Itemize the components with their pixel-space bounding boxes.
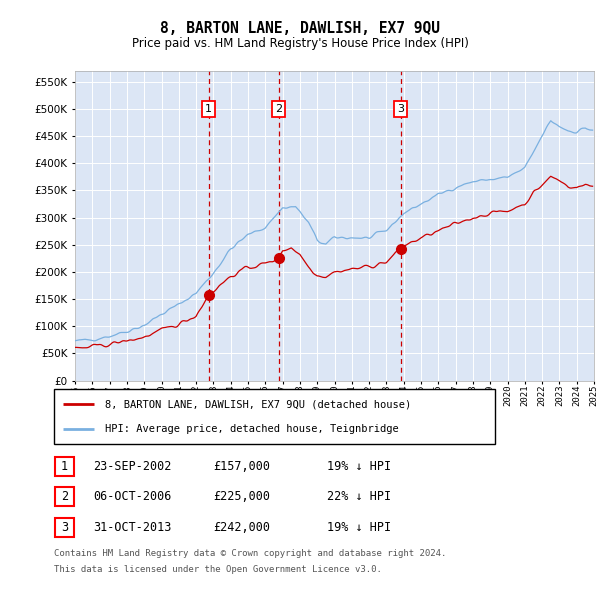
Text: 3: 3 [61,521,68,534]
Text: £157,000: £157,000 [213,460,270,473]
Text: 2: 2 [275,104,282,114]
Text: 06-OCT-2006: 06-OCT-2006 [93,490,172,503]
Text: 8, BARTON LANE, DAWLISH, EX7 9QU (detached house): 8, BARTON LANE, DAWLISH, EX7 9QU (detach… [105,399,411,409]
Text: 1: 1 [205,104,212,114]
Text: 2: 2 [61,490,68,503]
Text: Contains HM Land Registry data © Crown copyright and database right 2024.: Contains HM Land Registry data © Crown c… [54,549,446,558]
Text: 3: 3 [397,104,404,114]
Text: This data is licensed under the Open Government Licence v3.0.: This data is licensed under the Open Gov… [54,565,382,574]
Text: 19% ↓ HPI: 19% ↓ HPI [327,460,391,473]
Text: 22% ↓ HPI: 22% ↓ HPI [327,490,391,503]
Text: 8, BARTON LANE, DAWLISH, EX7 9QU: 8, BARTON LANE, DAWLISH, EX7 9QU [160,21,440,35]
Text: 31-OCT-2013: 31-OCT-2013 [93,521,172,534]
Text: £242,000: £242,000 [213,521,270,534]
Text: 23-SEP-2002: 23-SEP-2002 [93,460,172,473]
Text: HPI: Average price, detached house, Teignbridge: HPI: Average price, detached house, Teig… [105,424,398,434]
Text: 19% ↓ HPI: 19% ↓ HPI [327,521,391,534]
Text: £225,000: £225,000 [213,490,270,503]
Text: 1: 1 [61,460,68,473]
Text: Price paid vs. HM Land Registry's House Price Index (HPI): Price paid vs. HM Land Registry's House … [131,37,469,50]
